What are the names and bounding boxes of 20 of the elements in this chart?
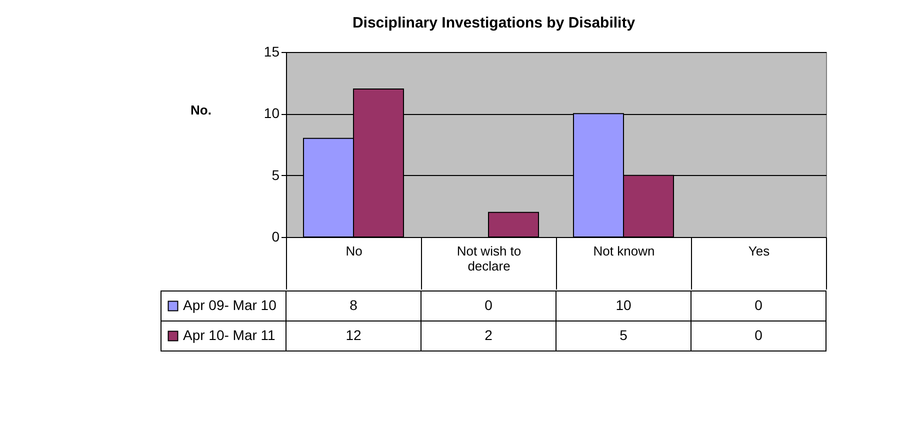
data-label: 5 <box>620 327 628 343</box>
x-tick-label: Yes <box>748 244 770 258</box>
data-label: 0 <box>754 297 763 313</box>
data-label: 12 <box>346 327 362 343</box>
y-tick-label: 10 <box>264 105 280 122</box>
y-tick-label: 5 <box>272 166 280 183</box>
x-tick-label: Not wish to declare <box>456 244 522 274</box>
legend-label: Apr 10- Mar 11 <box>183 327 276 343</box>
x-tick-label: No <box>346 244 362 258</box>
y-tick-label: 15 <box>264 44 280 60</box>
y-tick-label: 0 <box>272 228 280 244</box>
chart-title: Disciplinary Investigations by Disability <box>352 14 636 32</box>
data-label: 10 <box>616 297 632 313</box>
data-label: 8 <box>350 297 358 313</box>
y-axis-title: No. <box>190 102 212 118</box>
data-label: 0 <box>754 327 763 343</box>
legend-label: Apr 09- Mar 10 <box>183 297 277 313</box>
data-label: 2 <box>484 327 493 343</box>
data-label: 0 <box>484 297 493 313</box>
x-tick-label: Not known <box>593 244 655 258</box>
